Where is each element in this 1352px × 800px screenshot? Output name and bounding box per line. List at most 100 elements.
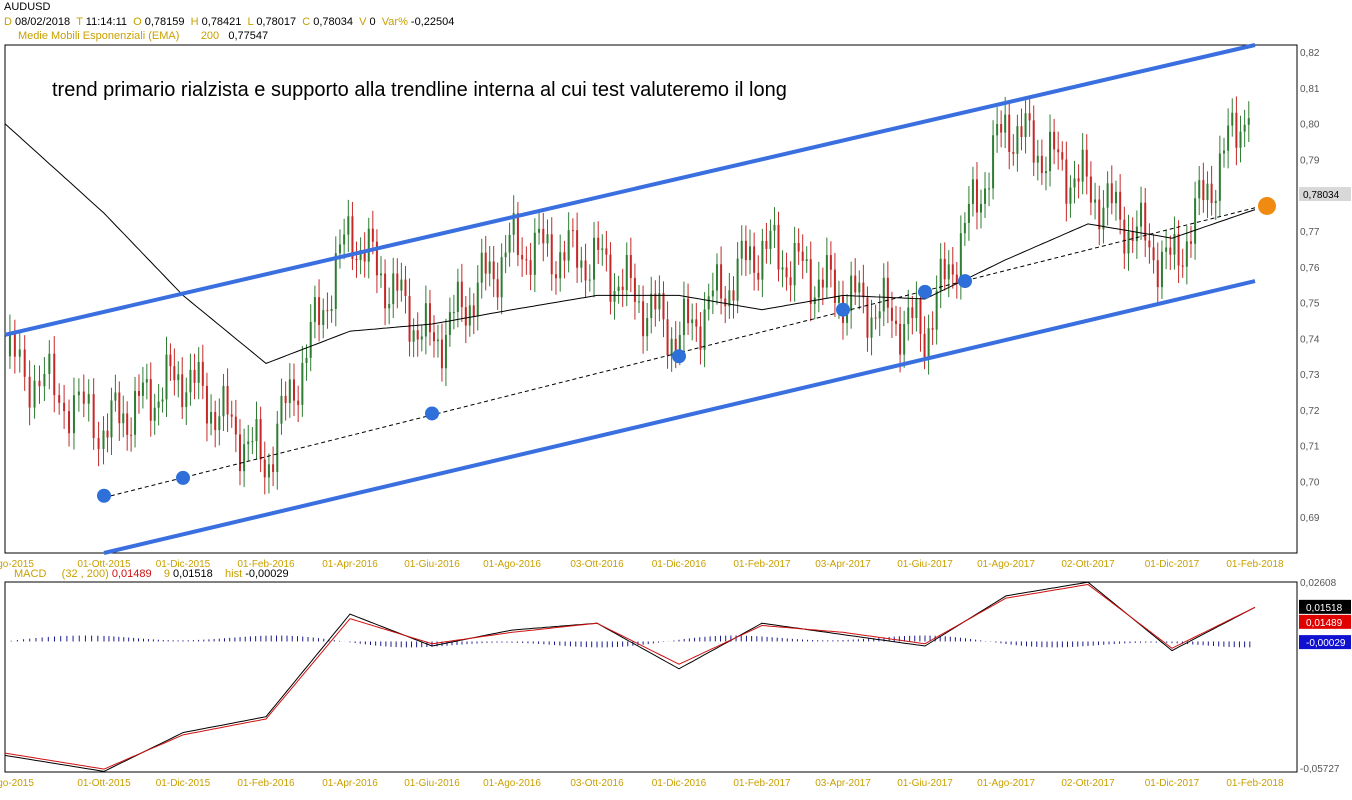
macd-x-tick-label: 01-Ago-2017 — [977, 778, 1035, 789]
candle-body — [412, 330, 415, 342]
candle-body — [850, 275, 853, 311]
price-x-tick-label: 01-Ago-2016 — [483, 559, 541, 570]
price-tick-label: 0,73 — [1300, 370, 1320, 381]
candle-body — [1000, 123, 1003, 133]
candle-body — [580, 260, 583, 268]
candle-body — [749, 246, 752, 261]
candle-body — [68, 411, 71, 434]
candle-body — [559, 252, 562, 279]
last-price-tag: 0,78034 — [1303, 190, 1340, 201]
candle-body — [878, 311, 881, 319]
candle-body — [821, 279, 824, 288]
candle-body — [297, 400, 300, 405]
candle-body — [1169, 247, 1172, 255]
candle-body — [707, 296, 710, 310]
candle-body — [284, 395, 287, 404]
candle-body — [617, 286, 620, 292]
candle-body — [567, 230, 570, 261]
candle-body — [436, 339, 439, 342]
candle-body — [1081, 149, 1084, 182]
candle-body — [674, 338, 677, 352]
support-marker — [97, 488, 111, 503]
candle-body — [1040, 155, 1043, 174]
candle-body — [809, 259, 812, 304]
candle-body — [943, 258, 946, 280]
candle-body — [424, 303, 427, 337]
candle-body — [931, 328, 934, 330]
candle-body — [654, 293, 657, 310]
candle-body — [1247, 118, 1250, 125]
candle-body — [538, 228, 541, 233]
candle-body — [440, 339, 443, 369]
candle-body — [1239, 131, 1242, 148]
last-price-tag-box — [1299, 187, 1351, 202]
candle-body — [1173, 234, 1176, 255]
candle-body — [899, 323, 902, 355]
hist-tag-box — [1299, 635, 1351, 650]
candle-body — [967, 203, 970, 223]
candle-body — [1227, 125, 1230, 151]
candle-body — [736, 258, 739, 301]
candle-body — [1160, 251, 1163, 288]
candle-body — [272, 464, 275, 473]
candle-body — [1114, 191, 1117, 204]
candle-body — [691, 319, 694, 324]
candle-body — [472, 305, 475, 317]
ema-period: 200 — [200, 30, 220, 42]
candle-body — [181, 374, 184, 408]
candle-body — [609, 254, 612, 302]
candle-body — [404, 279, 407, 297]
candle-body — [919, 299, 922, 334]
macd-x-tick-label: 01-Dic-2017 — [1145, 778, 1200, 789]
candle-body — [1098, 199, 1101, 230]
macd-tag-box — [1299, 614, 1351, 629]
candle-body — [359, 250, 362, 261]
candle-body — [1231, 112, 1234, 126]
candle-body — [1214, 200, 1217, 204]
candle-body — [979, 203, 982, 213]
price-tick-label: 0,70 — [1300, 477, 1320, 488]
candle-body — [687, 298, 690, 324]
candle-body — [512, 213, 515, 235]
candle-body — [230, 414, 233, 417]
open-value: 0,78159 — [144, 16, 185, 28]
candle-body — [432, 332, 435, 342]
candle-body — [292, 379, 295, 401]
low-value: 0,78017 — [256, 16, 297, 28]
candle-body — [153, 407, 156, 421]
candle-body — [903, 324, 906, 355]
candle-body — [584, 260, 587, 281]
candle-body — [862, 282, 865, 298]
candle-body — [984, 188, 987, 204]
volume-value: 0 — [369, 16, 376, 28]
candle-body — [670, 338, 673, 356]
price-x-tick-label: 01-Dic-2017 — [1145, 559, 1200, 570]
candle-body — [247, 441, 250, 445]
candle-body — [678, 335, 681, 352]
candle-body — [1127, 231, 1130, 254]
macd-x-tick-label: 01-Feb-2017 — [733, 778, 791, 789]
candle-body — [189, 369, 192, 393]
price-tick-label: 0,82 — [1300, 48, 1320, 59]
candle-body — [563, 252, 566, 261]
hist-label: hist — [225, 568, 243, 580]
candle-body — [638, 301, 641, 303]
candle-body — [621, 286, 624, 291]
candle-body — [1189, 241, 1192, 244]
candle-body — [846, 310, 849, 323]
macd-x-tick-label: 01-Ott-2015 — [77, 778, 131, 789]
candle-body — [703, 309, 706, 350]
candle-body — [1044, 171, 1047, 174]
candle-body — [935, 290, 938, 330]
price-x-tick-label: 01-Feb-2018 — [1226, 559, 1284, 570]
candle-body — [633, 277, 636, 302]
candle-body — [870, 317, 873, 338]
candle-body — [157, 401, 160, 408]
candle-body — [724, 298, 727, 307]
candle-body — [1036, 155, 1039, 163]
candle-body — [1194, 198, 1197, 244]
candle-body — [226, 385, 229, 415]
candle-body — [963, 222, 966, 234]
candle-body — [588, 279, 591, 281]
price-x-tick-label: 03-Ago-2015 — [0, 559, 34, 570]
